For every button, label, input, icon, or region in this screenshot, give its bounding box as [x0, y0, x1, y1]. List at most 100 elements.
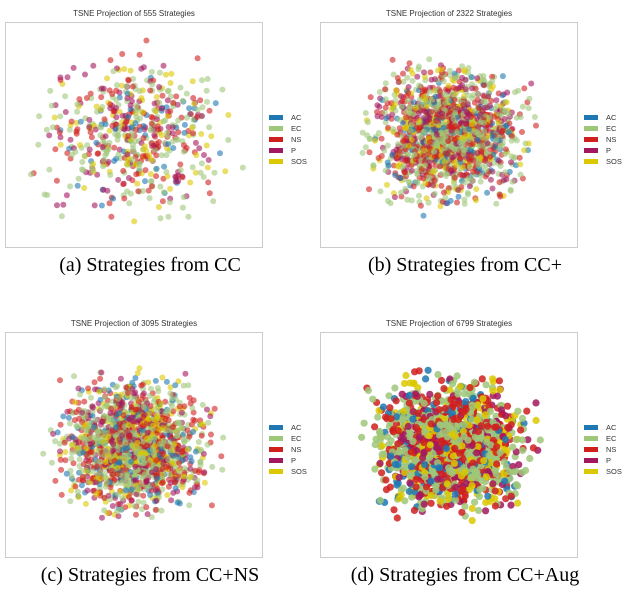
scatter-point-ac	[217, 150, 223, 157]
scatter-point-ns	[194, 114, 201, 120]
scatter-point-ec	[411, 151, 418, 158]
scatter-point-ac	[54, 429, 61, 436]
scatter-point-ec	[426, 174, 433, 181]
scatter-point-ec	[133, 107, 140, 114]
scatter-point-p	[60, 201, 67, 208]
scatter-point-ac	[172, 485, 179, 492]
scatter-point-ec	[200, 174, 207, 180]
scatter-point-ac	[161, 163, 168, 170]
scatter-point-p	[98, 369, 105, 376]
scatter-point-sos	[459, 135, 466, 142]
scatter-point-ac	[116, 458, 123, 465]
scatter-point-p	[204, 406, 210, 413]
scatter-point-ns	[451, 96, 458, 103]
scatter-point-ec	[497, 163, 504, 169]
scatter-point-ec	[515, 87, 522, 94]
scatter-point-ec	[114, 132, 121, 139]
scatter-point-ns	[139, 153, 146, 160]
scatter-point-p	[462, 76, 469, 83]
scatter-point-ac	[154, 475, 161, 482]
scatter-point-ec	[426, 88, 433, 95]
scatter-point-ns	[98, 94, 105, 101]
scatter-point-ns	[88, 134, 95, 141]
scatter-point-ec	[97, 123, 104, 130]
scatter-point-ec	[517, 171, 524, 178]
scatter-point-ec	[204, 76, 211, 82]
scatter-point-ns	[121, 195, 128, 202]
scatter-point-p	[110, 441, 117, 448]
scatter-point-ns	[83, 95, 90, 101]
scatter-point-ac	[119, 447, 126, 454]
legend-item: P	[269, 455, 307, 466]
scatter-point-ec	[179, 204, 186, 211]
legend-item: SOS	[269, 156, 307, 167]
scatter-point-ac	[132, 120, 139, 127]
scatter-point-ns	[81, 398, 88, 405]
scatter-point-sos	[201, 479, 208, 486]
scatter-point-ns	[382, 476, 390, 484]
scatter-point-sos	[134, 439, 141, 446]
scatter-point-p	[408, 167, 415, 174]
scatter-point-ec	[420, 102, 427, 109]
scatter-point-ns	[497, 193, 504, 200]
scatter-point-ns	[478, 375, 486, 383]
scatter-point-p	[463, 120, 469, 127]
scatter-point-sos	[407, 66, 414, 73]
scatter-point-ac	[190, 428, 197, 435]
scatter-point-ec	[461, 179, 468, 186]
legend-item: NS	[269, 134, 307, 145]
scatter-point-ac	[405, 487, 413, 496]
scatter-point-sos	[402, 371, 410, 380]
scatter-point-ns	[97, 375, 104, 382]
scatter-point-ec	[136, 88, 143, 95]
scatter-point-ns	[58, 466, 65, 473]
scatter-point-ac	[181, 121, 188, 128]
scatter-point-p	[421, 69, 427, 76]
scatter-point-ns	[206, 107, 213, 114]
scatter-point-ns	[109, 428, 116, 435]
legend-swatch	[269, 115, 283, 120]
scatter-point-ns	[167, 108, 174, 115]
scatter-point-ec	[169, 402, 176, 409]
scatter-point-ac	[124, 90, 131, 97]
scatter-point-ec	[157, 183, 164, 190]
scatter-point-sos	[189, 124, 195, 131]
scatter-point-ns	[165, 483, 172, 490]
scatter-point-ac	[384, 159, 391, 166]
scatter-point-ns	[396, 125, 403, 132]
scatter-point-sos	[121, 66, 128, 72]
scatter-point-ns	[457, 171, 464, 178]
scatter-point-sos	[145, 416, 152, 423]
scatter-point-ec	[398, 103, 405, 110]
scatter-point-ns	[155, 126, 162, 133]
scatter-point-ns	[88, 449, 95, 456]
scatter-point-sos	[164, 113, 171, 119]
scatter-point-ns	[468, 154, 475, 161]
scatter-point-ec	[395, 141, 401, 148]
scatter-point-ec	[123, 459, 130, 466]
scatter-point-ec	[174, 432, 181, 439]
scatter-point-p	[398, 93, 405, 100]
scatter-point-p	[86, 146, 93, 153]
scatter-point-ec	[46, 166, 53, 173]
scatter-point-p	[131, 454, 138, 461]
scatter-point-ec	[518, 414, 527, 422]
scatter-point-sos	[179, 484, 186, 491]
legend-swatch	[269, 126, 283, 131]
scatter-point-ns	[402, 157, 409, 164]
scatter-point-sos	[68, 441, 75, 448]
scatter-point-sos	[134, 180, 141, 187]
scatter-point-ns	[434, 392, 442, 400]
scatter-point-ec	[84, 427, 90, 433]
scatter-point-sos	[153, 413, 160, 419]
scatter-point-ec	[56, 440, 63, 447]
scatter-point-sos	[168, 70, 175, 77]
scatter-point-sos	[57, 141, 64, 148]
scatter-point-p	[376, 103, 383, 110]
scatter-point-ns	[481, 82, 487, 89]
legend-label: SOS	[291, 467, 307, 476]
scatter-point-sos	[203, 142, 210, 149]
scatter-point-p	[205, 157, 212, 163]
scatter-point-p	[82, 71, 88, 78]
scatter-point-ec	[100, 163, 106, 170]
